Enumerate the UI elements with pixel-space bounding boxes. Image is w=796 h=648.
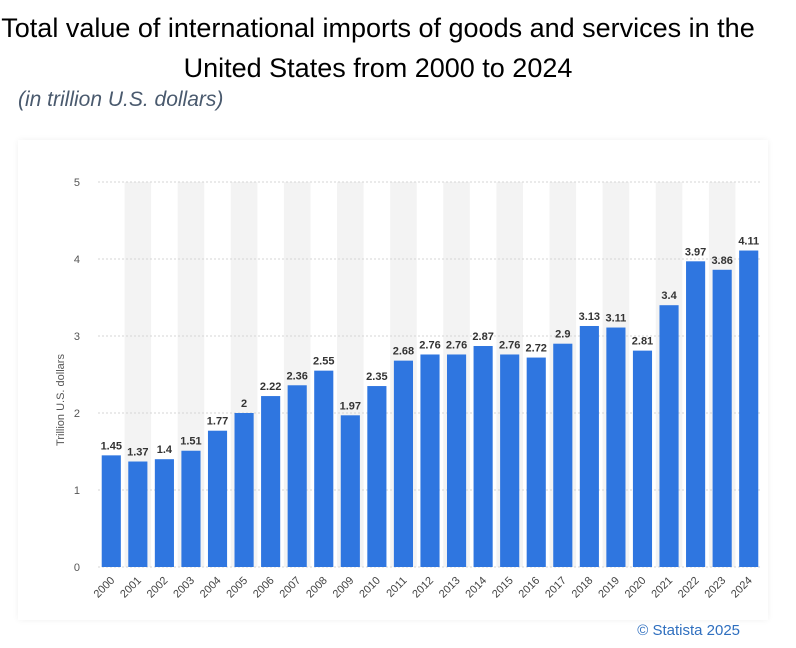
bar-2003[interactable] bbox=[181, 450, 201, 567]
value-label: 2.81 bbox=[632, 336, 653, 348]
value-label: 1.45 bbox=[101, 440, 122, 452]
value-label: 2.76 bbox=[446, 339, 467, 351]
x-tick-label: 2019 bbox=[596, 575, 622, 601]
value-label: 2.36 bbox=[286, 370, 307, 382]
value-label: 2.9 bbox=[555, 329, 570, 341]
value-label: 1.4 bbox=[157, 444, 173, 456]
x-tick-label: 2007 bbox=[278, 575, 304, 601]
bar-2015[interactable] bbox=[500, 354, 520, 567]
value-label: 3.86 bbox=[711, 255, 732, 267]
bar-2007[interactable] bbox=[287, 385, 307, 567]
value-label: 2.76 bbox=[419, 339, 440, 351]
bar-2008[interactable] bbox=[314, 370, 334, 567]
y-axis-label: Trillion U.S. dollars bbox=[55, 354, 67, 446]
value-label: 3.97 bbox=[685, 246, 706, 258]
x-tick-label: 2001 bbox=[118, 575, 144, 601]
x-tick-label: 2014 bbox=[463, 575, 489, 601]
x-tick-label: 2008 bbox=[304, 575, 330, 601]
bar-2021[interactable] bbox=[659, 305, 679, 567]
value-label: 2.55 bbox=[313, 356, 334, 368]
x-axis-ticks: 2000 2001 2002 2003 2004 2005 2006 2007 2008 2009… bbox=[92, 575, 755, 601]
bar-2016[interactable] bbox=[526, 357, 546, 567]
x-tick-label: 2023 bbox=[702, 575, 728, 601]
x-tick-label: 2004 bbox=[198, 575, 224, 601]
x-tick-label: 2024 bbox=[729, 575, 755, 601]
bar-2023[interactable] bbox=[712, 269, 732, 567]
value-label: 3.11 bbox=[606, 313, 627, 325]
value-label: 2.22 bbox=[260, 381, 281, 393]
value-labels: 1.45 1.37 1.4 1.51 1.77 2 2.22 2.36 2.55 1.97 2.35… bbox=[101, 236, 760, 459]
y-tick-label: 3 bbox=[74, 331, 80, 343]
bar-2002[interactable] bbox=[154, 459, 174, 567]
value-label: 2.76 bbox=[499, 339, 520, 351]
bar-2000[interactable] bbox=[101, 455, 121, 567]
y-axis-ticks: 0 1 2 3 4 5 bbox=[74, 177, 80, 574]
x-tick-label: 2010 bbox=[357, 575, 383, 601]
bar-2006[interactable] bbox=[261, 396, 281, 567]
value-label: 1.37 bbox=[127, 447, 148, 459]
statista-credit[interactable]: © Statista 2025 bbox=[637, 622, 740, 639]
chart-title: Total value of international imports of … bbox=[1, 13, 755, 83]
y-tick-label: 1 bbox=[74, 485, 80, 497]
x-tick-label: 2017 bbox=[543, 575, 569, 601]
value-label: 1.77 bbox=[207, 416, 228, 428]
chart-subtitle: (in trillion U.S. dollars) bbox=[18, 88, 224, 111]
bar-2017[interactable] bbox=[553, 343, 573, 567]
value-label: 2.35 bbox=[366, 371, 387, 383]
y-tick-label: 0 bbox=[74, 562, 80, 574]
x-tick-label: 2015 bbox=[490, 575, 516, 601]
value-label: 2.87 bbox=[472, 331, 493, 343]
x-tick-label: 2021 bbox=[649, 575, 675, 601]
bar-2010[interactable] bbox=[367, 386, 387, 567]
value-label: 4.11 bbox=[738, 236, 759, 248]
value-label: 2.72 bbox=[526, 343, 547, 355]
bar-2018[interactable] bbox=[579, 325, 599, 567]
y-tick-label: 5 bbox=[74, 177, 80, 189]
bar-2012[interactable] bbox=[420, 354, 440, 567]
x-tick-label: 2009 bbox=[331, 575, 357, 601]
x-tick-label: 2020 bbox=[623, 575, 649, 601]
x-tick-label: 2018 bbox=[570, 575, 596, 601]
value-label: 2 bbox=[241, 398, 247, 410]
bar-2022[interactable] bbox=[686, 261, 706, 567]
bar-2013[interactable] bbox=[446, 354, 467, 567]
bar-2001[interactable] bbox=[128, 461, 148, 567]
x-tick-label: 2000 bbox=[92, 575, 118, 601]
bar-2019[interactable] bbox=[606, 327, 626, 567]
x-tick-label: 2011 bbox=[384, 575, 409, 600]
bar-2024[interactable] bbox=[739, 250, 759, 567]
value-label: 1.51 bbox=[180, 436, 201, 448]
y-tick-label: 4 bbox=[74, 254, 80, 266]
bar-2005[interactable] bbox=[234, 413, 254, 567]
value-label: 1.97 bbox=[340, 400, 361, 412]
value-label: 3.13 bbox=[579, 311, 600, 323]
value-label: 3.4 bbox=[661, 290, 677, 302]
x-tick-label: 2006 bbox=[251, 575, 277, 601]
bar-2020[interactable] bbox=[632, 350, 653, 567]
bar-2009[interactable] bbox=[340, 415, 360, 567]
bar-2011[interactable] bbox=[393, 360, 414, 567]
bar-2004[interactable] bbox=[207, 430, 228, 567]
x-tick-label: 2012 bbox=[410, 575, 436, 601]
bars bbox=[101, 250, 759, 567]
x-tick-label: 2022 bbox=[676, 575, 702, 601]
x-tick-label: 2002 bbox=[145, 575, 171, 601]
value-label: 2.68 bbox=[393, 346, 414, 358]
x-tick-label: 2003 bbox=[171, 575, 197, 601]
x-tick-label: 2016 bbox=[517, 575, 543, 601]
y-tick-label: 2 bbox=[74, 408, 80, 420]
x-tick-label: 2005 bbox=[224, 575, 250, 601]
x-tick-label: 2013 bbox=[437, 575, 463, 601]
bar-2014[interactable] bbox=[473, 346, 493, 567]
